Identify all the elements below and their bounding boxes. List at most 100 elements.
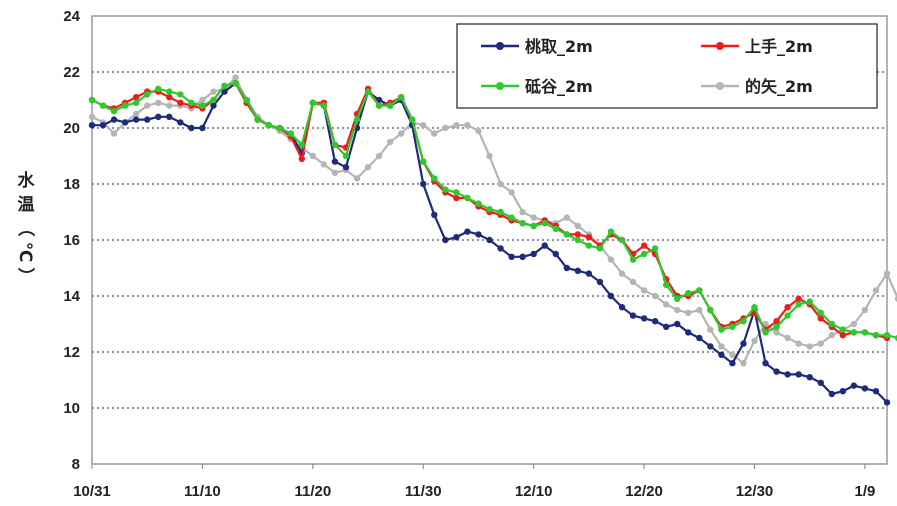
y-axis-label-char: ）	[15, 268, 36, 285]
data-point	[839, 332, 847, 339]
data-point	[320, 161, 328, 168]
y-tick-label: 12	[63, 344, 80, 361]
data-point	[475, 200, 482, 207]
data-point	[651, 318, 659, 325]
data-point	[442, 236, 449, 244]
data-point	[839, 388, 847, 395]
data-point	[607, 256, 615, 263]
data-point	[397, 130, 405, 137]
legend-label: 上手_2m	[745, 37, 813, 56]
data-point	[872, 388, 880, 395]
data-point	[210, 96, 217, 104]
data-point	[99, 122, 107, 129]
data-point	[132, 116, 140, 123]
data-point	[563, 214, 570, 221]
data-point	[585, 270, 593, 277]
data-point	[453, 234, 460, 241]
data-point	[121, 119, 129, 126]
data-point	[497, 245, 504, 252]
data-point	[718, 326, 725, 333]
y-tick-label: 10	[63, 400, 80, 417]
data-point	[210, 102, 217, 109]
data-point	[442, 186, 449, 193]
y-axis-label-char: （	[15, 220, 36, 237]
data-point	[729, 351, 736, 358]
y-tick-label: 14	[63, 288, 80, 305]
data-point	[861, 306, 869, 314]
data-point	[618, 236, 626, 244]
data-point	[707, 343, 714, 350]
data-point	[883, 399, 891, 406]
data-point	[530, 222, 537, 230]
legend-label: 的矢_2m	[745, 77, 813, 96]
data-point	[364, 88, 372, 95]
x-tick-label: 12/30	[736, 483, 774, 500]
y-tick-label: 20	[63, 120, 80, 137]
x-tick-label: 11/20	[294, 483, 331, 500]
data-point	[177, 99, 184, 107]
data-point	[795, 295, 802, 302]
data-point	[144, 91, 151, 98]
data-point	[132, 110, 140, 118]
data-point	[144, 102, 151, 109]
data-point	[254, 116, 261, 123]
x-tick-label: 11/30	[405, 483, 442, 500]
legend-swatch-marker	[716, 82, 724, 90]
data-point	[519, 253, 526, 260]
data-point	[453, 194, 460, 202]
data-point	[166, 113, 173, 121]
data-point	[607, 292, 615, 300]
data-point	[386, 102, 394, 109]
data-point	[806, 343, 813, 350]
data-point	[894, 334, 897, 342]
data-point	[806, 298, 813, 305]
data-point	[563, 231, 570, 238]
series-3	[88, 80, 897, 342]
data-point	[497, 208, 504, 216]
data-point	[585, 234, 593, 241]
data-point	[773, 318, 780, 325]
data-point	[662, 301, 670, 308]
data-point	[563, 264, 570, 272]
data-point	[872, 287, 880, 294]
data-point	[850, 329, 858, 336]
data-point	[674, 320, 681, 328]
data-point	[232, 74, 239, 81]
data-point	[618, 270, 626, 277]
data-point	[199, 96, 206, 104]
data-point	[883, 332, 891, 339]
data-point	[144, 116, 151, 123]
y-axis-ticks: 8 10 12 14 16 18 20 22 24	[63, 8, 80, 473]
x-tick-label: 11/10	[184, 483, 221, 500]
legend-swatch-marker	[496, 82, 504, 90]
y-tick-label: 24	[63, 8, 80, 25]
data-point	[210, 88, 217, 95]
data-point	[574, 231, 582, 238]
data-point	[850, 320, 858, 328]
data-point	[784, 304, 791, 311]
data-point	[784, 312, 791, 319]
data-point	[696, 306, 703, 314]
data-point	[276, 124, 283, 132]
data-point	[199, 124, 206, 132]
series-line	[91, 81, 897, 339]
plot-frame	[91, 15, 888, 465]
data-point	[894, 295, 897, 302]
data-point	[674, 306, 681, 314]
data-point	[828, 320, 835, 328]
data-point	[574, 267, 582, 274]
data-point	[320, 102, 328, 109]
data-point	[530, 250, 537, 258]
data-point	[817, 309, 824, 316]
legend-box	[456, 23, 878, 109]
data-point	[331, 141, 339, 148]
data-point	[685, 329, 692, 336]
data-point	[431, 175, 438, 182]
data-point	[629, 278, 637, 286]
data-point	[287, 130, 294, 137]
y-axis-label-char: 温	[18, 195, 35, 215]
y-tick-label: 22	[63, 64, 80, 81]
data-point	[177, 119, 184, 126]
data-point	[265, 122, 272, 129]
